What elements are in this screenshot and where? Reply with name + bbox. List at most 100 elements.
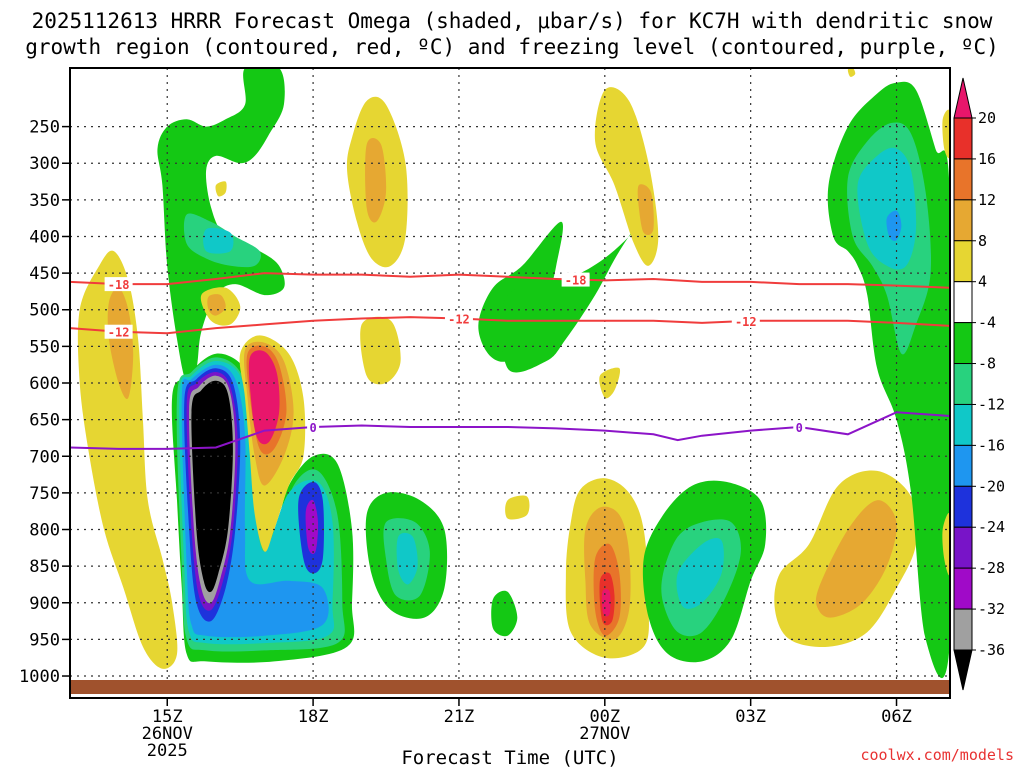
colorbar-swatch-12 xyxy=(953,567,973,610)
freezing-level-label-0: 0 xyxy=(309,421,316,435)
y-tick-label-500: 500 xyxy=(29,301,60,321)
dgz-minus-18-label-1: -18 xyxy=(565,274,587,288)
colorbar-label-6: -8 xyxy=(978,355,996,373)
colorbar-top-arrow xyxy=(953,77,973,119)
x-axis-title: Forecast Time (UTC) xyxy=(401,747,618,768)
dgz-minus-12-label-bg-1 xyxy=(444,311,473,326)
gridlines xyxy=(70,68,950,698)
y-tick-label-900: 900 xyxy=(29,594,60,614)
omega-region-west-core xyxy=(107,287,134,399)
y-tick-label-1000: 1000 xyxy=(19,667,60,687)
colorbar-label-2: 12 xyxy=(978,191,996,209)
x-tick-label-15Z-0: 15Z xyxy=(152,707,183,727)
colorbar-label-1: 16 xyxy=(978,150,996,168)
colorbar-swatch-10 xyxy=(953,485,973,528)
colorbar-label-12: -32 xyxy=(978,600,1005,618)
y-tick-label-600: 600 xyxy=(29,374,60,394)
omega-shading-layer xyxy=(77,68,950,679)
dgz-minus-18-label-bg-1 xyxy=(561,272,590,287)
colorbar-label-7: -12 xyxy=(978,395,1005,413)
x-tick-label-15Z-2: 2025 xyxy=(147,741,188,761)
chart-title-line-2: growth region (contoured, red, ºC) and f… xyxy=(25,35,999,59)
colorbar-swatch-3 xyxy=(953,199,973,242)
colorbar-swatch-5 xyxy=(953,281,973,324)
y-tick-label-800: 800 xyxy=(29,521,60,541)
x-tick-label-15Z-1: 26NOV xyxy=(142,724,193,744)
colorbar-swatch-6 xyxy=(953,322,973,365)
omega-region-00z-lower-negative xyxy=(491,590,518,637)
colorbar-label-3: 8 xyxy=(978,232,987,250)
colorbar-label-13: -36 xyxy=(978,641,1005,659)
omega-region-east-edge-positive xyxy=(942,109,950,159)
y-tick-label-250: 250 xyxy=(29,118,60,138)
dgz-minus-12-label-1: -12 xyxy=(448,313,470,327)
omega-region-small-upper-positive xyxy=(215,181,227,197)
colorbar-label-11: -28 xyxy=(978,559,1005,577)
freezing-level-label-1: 0 xyxy=(796,421,803,435)
colorbar-label-5: -4 xyxy=(978,314,996,332)
pressure-axis: 250 300 350 400 450 500 550 600 650 700 750 800 850 9… xyxy=(19,118,70,687)
omega-region-main-updraft-core xyxy=(191,380,233,593)
dgz-minus-12-label-bg-2 xyxy=(731,313,760,328)
dgz-minus-18-label-bg-0 xyxy=(104,277,133,292)
y-tick-label-400: 400 xyxy=(29,227,60,247)
x-tick-label-06Z-0: 06Z xyxy=(881,707,912,727)
colorbar-bottom-arrow xyxy=(953,649,973,691)
omega-region-00z-downdraft-core xyxy=(601,589,611,617)
x-tick-label-18Z-0: 18Z xyxy=(298,707,329,727)
y-tick-label-650: 650 xyxy=(29,411,60,431)
omega-colorbar: 20 16 12 8 4 -4 -8 -12 -16 -20 -24 -28 -32 -36 xyxy=(953,77,1005,691)
colorbar-label-4: 4 xyxy=(978,273,987,291)
omega-region-00z-small-positive-b xyxy=(505,495,530,520)
colorbar-swatch-2 xyxy=(953,158,973,201)
y-tick-label-350: 350 xyxy=(29,191,60,211)
x-tick-label-21Z-0: 21Z xyxy=(444,707,475,727)
colorbar-label-9: -20 xyxy=(978,477,1005,495)
dgz-minus-18-label-0: -18 xyxy=(108,278,130,292)
omega-region-east-negative-l3 xyxy=(857,147,917,270)
omega-region-east-low-edge-positive xyxy=(942,513,950,576)
x-tick-label-00Z-0: 00Z xyxy=(589,707,620,727)
ground-surface-bar xyxy=(70,680,950,694)
y-tick-label-300: 300 xyxy=(29,154,60,174)
colorbar-swatch-13 xyxy=(953,608,973,651)
colorbar-swatch-9 xyxy=(953,444,973,487)
colorbar-label-10: -24 xyxy=(978,518,1005,536)
chart-title-line-1: 2025112613 HRRR Forecast Omega (shaded, … xyxy=(32,9,993,33)
x-tick-label-03Z-0: 03Z xyxy=(735,707,766,727)
freezing-level-label-bg-1 xyxy=(793,419,806,434)
omega-region-upper-west-cyan xyxy=(203,227,234,254)
omega-region-east-negative-core xyxy=(886,210,902,241)
omega-region-midday-positive xyxy=(360,316,401,385)
colorbar-swatch-8 xyxy=(953,403,973,446)
watermark: coolwx.com/models xyxy=(860,746,1014,764)
y-tick-label-450: 450 xyxy=(29,264,60,284)
colorbar-swatch-1 xyxy=(953,117,973,160)
y-tick-label-850: 850 xyxy=(29,557,60,577)
dgz-minus-12-label-bg-0 xyxy=(104,324,133,339)
y-tick-label-750: 750 xyxy=(29,484,60,504)
omega-region-downdraft-east-core xyxy=(248,350,280,445)
omega-region-20z-negative-l3 xyxy=(396,532,418,585)
colorbar-swatch-4 xyxy=(953,240,973,283)
omega-region-02z-negative-l3 xyxy=(676,538,724,609)
colorbar-swatch-11 xyxy=(953,526,973,569)
x-tick-label-00Z-1: 27NOV xyxy=(579,724,630,744)
omega-region-18z-core-inner xyxy=(305,499,319,554)
y-tick-label-700: 700 xyxy=(29,447,60,467)
colorbar-swatch-7 xyxy=(953,363,973,405)
omega-region-upper-west-negative xyxy=(157,68,285,385)
freezing-level-label-bg-0 xyxy=(307,419,320,434)
freezing-level-line xyxy=(70,411,950,450)
omega-region-top-positive xyxy=(847,68,856,77)
y-tick-label-550: 550 xyxy=(29,337,60,357)
temperature-contours: -18 -18 -12 -12 -12 0 0 xyxy=(70,272,950,450)
dgz-minus-18-line xyxy=(70,272,950,289)
colorbar-label-8: -16 xyxy=(978,436,1005,454)
dgz-minus-12-label-2: -12 xyxy=(735,315,757,329)
colorbar-label-0: 20 xyxy=(978,109,996,127)
y-tick-label-950: 950 xyxy=(29,630,60,650)
dgz-minus-12-line xyxy=(70,316,950,335)
